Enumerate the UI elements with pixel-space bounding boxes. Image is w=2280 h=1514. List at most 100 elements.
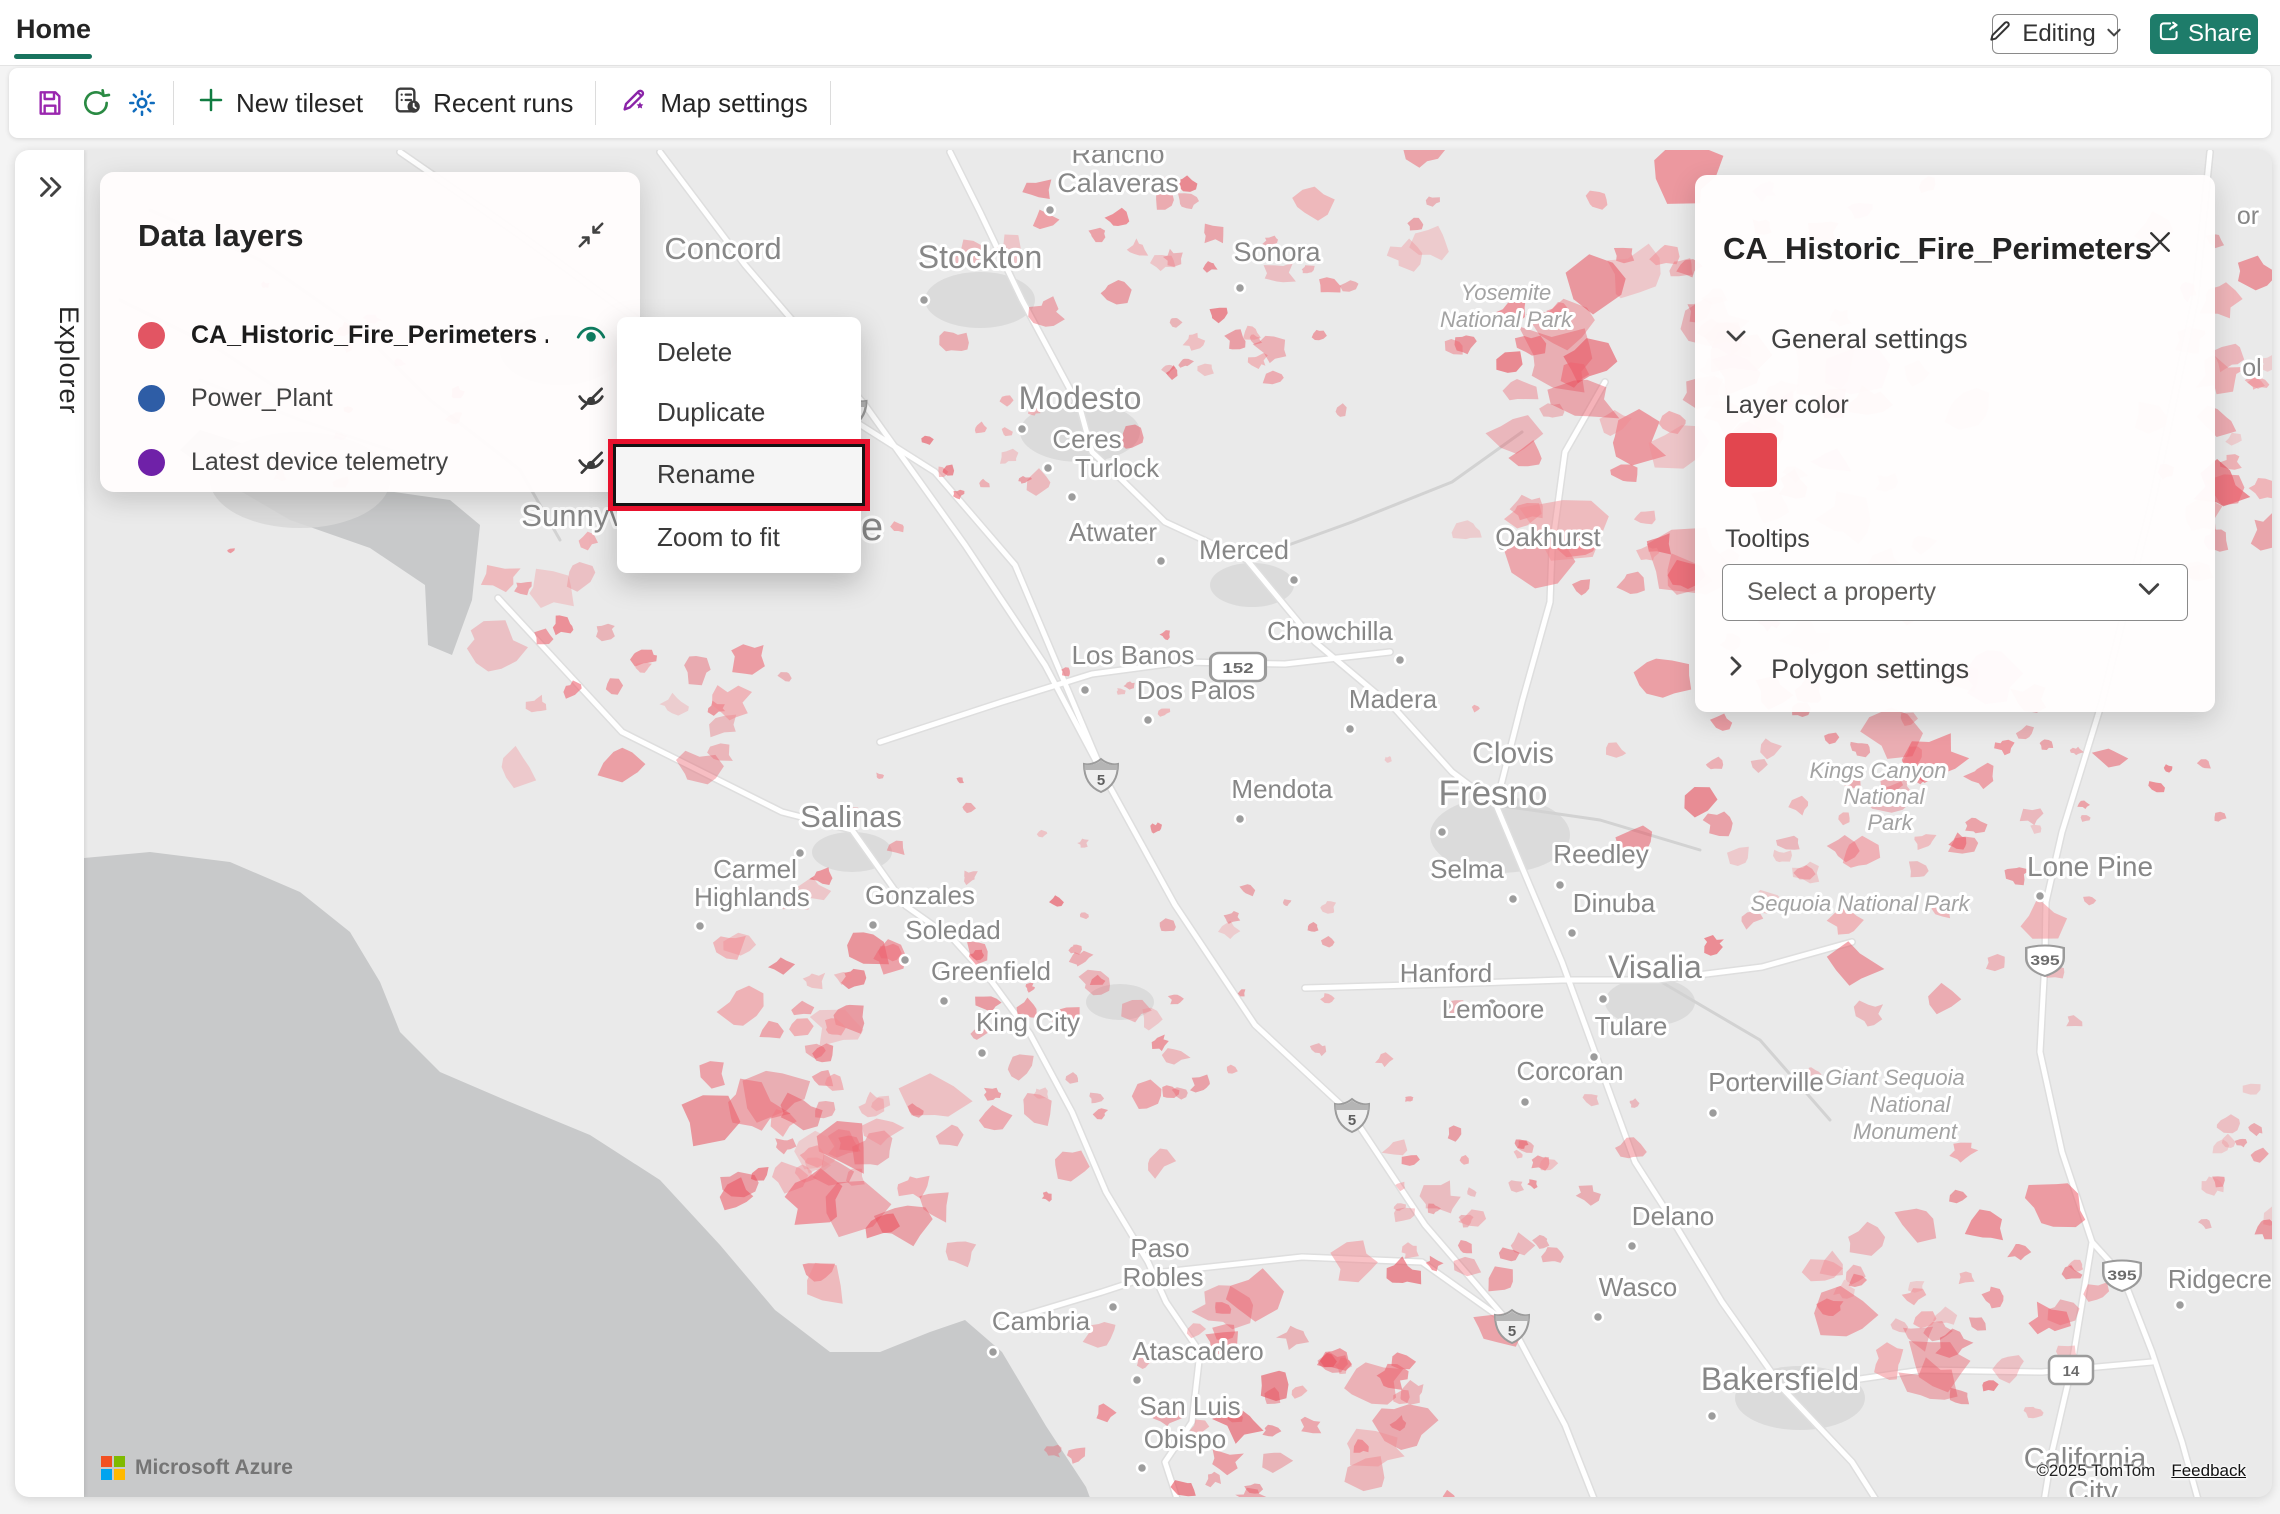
fire-perimeter-polygon: [1425, 1255, 1444, 1272]
fire-perimeter-polygon: [1068, 944, 1082, 955]
fire-perimeter-polygon: [1347, 1428, 1405, 1467]
fire-perimeter-polygon: [825, 1180, 892, 1238]
visibility-on-icon[interactable]: [574, 318, 608, 352]
fire-perimeter-polygon: [907, 1103, 924, 1118]
fire-perimeter-polygon: [1089, 974, 1106, 985]
new-tileset-button[interactable]: New tileset: [182, 85, 377, 122]
save-button[interactable]: [27, 87, 73, 119]
fire-perimeter-polygon: [2077, 800, 2090, 809]
fire-perimeter-polygon: [1227, 1410, 1243, 1423]
fire-perimeter-polygon: [1792, 861, 1820, 884]
map-settings-button[interactable]: Map settings: [604, 84, 821, 123]
fire-perimeter-polygon: [1237, 989, 1246, 997]
map-label: Yosemite: [1461, 280, 1552, 305]
fire-perimeter-polygon: [1599, 410, 1632, 436]
fire-perimeter-polygon: [1442, 1489, 1455, 1497]
fire-perimeter-polygon: [1096, 1403, 1117, 1423]
menu-item-duplicate[interactable]: Duplicate: [657, 396, 766, 427]
chevron-down-icon: [2105, 20, 2123, 48]
fire-perimeter-polygon: [2225, 432, 2242, 446]
map-label: Carmel: [713, 854, 797, 884]
menu-item-zoom-to-fit[interactable]: Zoom to fit: [657, 521, 780, 552]
road: [1302, 939, 1855, 991]
city-dot: [1705, 1409, 1719, 1423]
fire-perimeter-polygon: [799, 1145, 825, 1168]
fire-perimeter-polygon: [942, 464, 955, 476]
city-dot: [937, 994, 951, 1008]
share-button[interactable]: Share: [2150, 14, 2258, 54]
fire-perimeter-polygon: [1848, 1273, 1867, 1287]
fire-perimeter-polygon: [1262, 235, 1278, 247]
fire-perimeter-polygon: [676, 750, 724, 785]
fire-perimeter-polygon: [1381, 1139, 1408, 1156]
tooltips-property-dropdown[interactable]: Select a property: [1722, 564, 2188, 621]
fire-perimeter-polygon: [1182, 332, 1206, 351]
fire-perimeter-polygon: [1243, 325, 1261, 340]
fire-perimeter-polygon: [1914, 834, 1937, 850]
layer-row-power-plant[interactable]: Power_Plant: [138, 378, 608, 418]
map-label: Los Banos: [1072, 640, 1195, 670]
layer-name: Latest device telemetry: [191, 447, 449, 476]
fire-perimeter-polygon: [833, 972, 853, 985]
fire-perimeter-polygon: [2069, 746, 2084, 756]
fire-perimeter-polygon: [1514, 335, 1547, 356]
city-dot: [1553, 878, 1567, 892]
layer-row-fire-perimeters[interactable]: CA_Historic_Fire_Perimeters ...: [138, 315, 608, 355]
layer-color-swatch[interactable]: [1725, 433, 1777, 487]
fire-perimeter-polygon: [1508, 1180, 1524, 1193]
fire-perimeter-polygon: [1776, 835, 1800, 850]
city-dot: [1393, 653, 1407, 667]
fire-perimeter-polygon: [1212, 1409, 1264, 1444]
general-settings-section[interactable]: General settings: [1723, 323, 1968, 356]
fire-perimeter-polygon: [1612, 409, 1667, 466]
fire-perimeter-polygon: [1170, 1480, 1196, 1497]
city-dot: [1041, 461, 1055, 475]
fire-perimeter-polygon: [684, 656, 711, 686]
visibility-off-icon[interactable]: [574, 445, 608, 479]
close-icon[interactable]: [2145, 227, 2175, 262]
polygon-settings-section[interactable]: Polygon settings: [1723, 653, 1969, 686]
map-label: National: [1844, 784, 1926, 809]
recent-runs-button[interactable]: Recent runs: [377, 84, 587, 123]
fire-perimeter-polygon: [1826, 835, 1860, 863]
map-label: Robles: [1123, 1262, 1204, 1292]
fire-perimeter-polygon: [1007, 1054, 1034, 1081]
fire-perimeter-polygon: [1531, 1155, 1550, 1171]
fire-perimeter-polygon: [719, 1177, 754, 1211]
expand-explorer-icon[interactable]: [33, 170, 67, 209]
fire-perimeter-polygon: [1405, 1096, 1414, 1102]
fire-perimeter-polygon: [578, 531, 598, 551]
map-label: National Park: [1440, 307, 1573, 332]
refresh-button[interactable]: [73, 87, 119, 119]
map-label: Park: [1867, 810, 1913, 835]
settings-gear-button[interactable]: [119, 87, 165, 119]
fire-perimeter-polygon: [1389, 1415, 1407, 1432]
fire-perimeter-polygon: [1335, 403, 1347, 417]
fire-perimeter-polygon: [1560, 362, 1590, 388]
fire-perimeter-polygon: [2221, 1133, 2236, 1148]
editing-mode-button[interactable]: Editing: [1990, 14, 2121, 54]
map-label: Lone Pine: [2027, 851, 2153, 882]
fire-perimeter-polygon: [1843, 774, 1861, 790]
map-label: Clovis: [1472, 737, 1554, 770]
layer-row-device-telemetry[interactable]: Latest device telemetry: [138, 442, 608, 482]
fire-perimeter-polygon: [945, 1241, 977, 1268]
menu-item-rename[interactable]: Rename: [608, 438, 870, 511]
layer-settings-panel: CA_Historic_Fire_Perimeters (... General…: [1695, 175, 2215, 712]
map-label: Modesto: [1019, 380, 1142, 416]
explorer-label[interactable]: Explorer: [54, 305, 84, 415]
tab-home[interactable]: Home: [16, 14, 92, 44]
fire-perimeter-polygon: [1968, 1317, 1987, 1331]
city-dot: [693, 919, 707, 933]
map-label: Monument: [1853, 1119, 1958, 1144]
fire-perimeter-polygon: [759, 1020, 784, 1039]
fire-perimeter-polygon: [886, 840, 905, 855]
fire-perimeter-polygon: [2004, 867, 2031, 886]
fire-perimeter-polygon: [1496, 351, 1523, 373]
menu-item-delete[interactable]: Delete: [657, 337, 733, 368]
fire-perimeter-polygon: [1391, 1352, 1417, 1370]
feedback-link[interactable]: Feedback: [2171, 1461, 2246, 1480]
fire-perimeter-polygon: [2030, 824, 2042, 834]
collapse-panel-icon[interactable]: [576, 220, 606, 255]
visibility-off-icon[interactable]: [574, 381, 608, 415]
